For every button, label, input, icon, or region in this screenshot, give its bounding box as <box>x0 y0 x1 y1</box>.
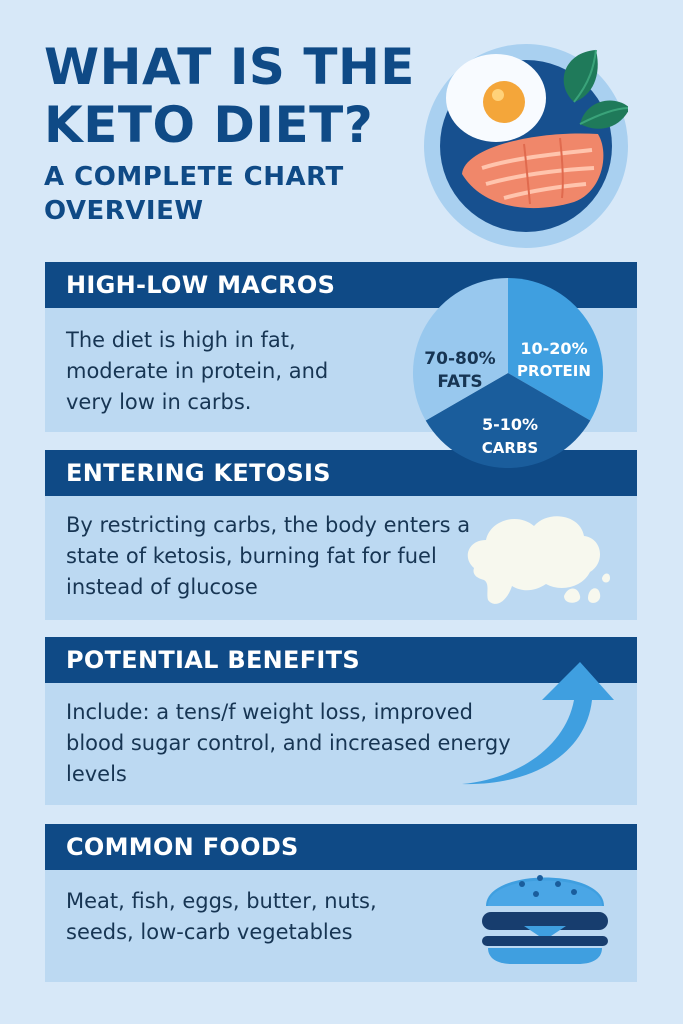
egg-yolk-shape <box>483 81 525 123</box>
burger-icon <box>482 875 608 964</box>
macro-pie-chart: 70-80% FATS 10-20% PROTEIN 5-10% CARBS <box>412 278 604 468</box>
protein-name-label: PROTEIN <box>517 362 591 380</box>
section-card-benefits: POTENTIAL BENEFITS Include: a tens/f wei… <box>45 637 637 805</box>
pie-slice-protein <box>508 278 604 421</box>
egg-salmon-spinach-plate-icon <box>424 44 628 248</box>
pie-slice-fats <box>412 278 508 421</box>
upward-arrow-icon <box>462 662 614 785</box>
section-body: Meat, fish, eggs, butter, nuts, seeds, l… <box>66 889 377 944</box>
fats-value-label: 70-80% <box>424 349 495 369</box>
section-body: The diet is high in fat, moderate in pro… <box>66 328 329 414</box>
title-line-2: KETO DIET? <box>44 96 374 154</box>
title-line-1: WHAT IS THE <box>44 38 415 96</box>
carbs-name-label: CARBS <box>482 439 538 457</box>
section-body: By restricting carbs, the body enters a … <box>66 513 471 599</box>
subtitle-line-1: A COMPLETE CHART <box>44 162 344 192</box>
spinach-leaf-shape <box>563 50 598 102</box>
section-heading: COMMON FOODS <box>45 824 637 870</box>
section-body: Include: a tens/f weight loss, improved … <box>66 700 511 786</box>
title-block: WHAT IS THE KETO DIET? A COMPLETE CHART … <box>44 38 434 228</box>
protein-value-label: 10-20% <box>520 339 587 358</box>
section-heading: POTENTIAL BENEFITS <box>45 637 637 683</box>
pie-slice-carbs <box>425 373 591 468</box>
subtitle-line-2: OVERVIEW <box>44 196 204 226</box>
fats-name-label: FATS <box>437 372 482 392</box>
page-subtitle: A COMPLETE CHART OVERVIEW <box>44 160 434 228</box>
carbs-value-label: 5-10% <box>482 415 538 434</box>
fat-blob-icon <box>467 516 610 604</box>
page-title: WHAT IS THE KETO DIET? <box>44 38 434 154</box>
